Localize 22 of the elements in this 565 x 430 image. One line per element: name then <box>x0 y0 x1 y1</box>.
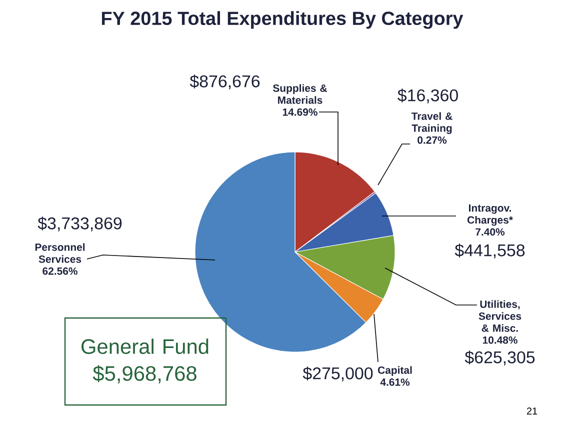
slice-label: Travel & Training <box>411 112 452 134</box>
text: General Fund <box>82 338 208 354</box>
slice-label: Intragov. Charges* <box>467 204 513 226</box>
text: 21 <box>526 408 538 414</box>
text: 4.61% <box>380 378 410 386</box>
text: 62.56% <box>42 267 78 275</box>
data-label: $876,676 <box>190 74 260 90</box>
text: 0.27% <box>418 136 447 144</box>
slice-label: Capital <box>378 366 412 376</box>
data-label: $16,360 <box>398 88 458 104</box>
slice-label: Personnel Services <box>35 243 85 263</box>
text: $5,968,768 <box>92 365 196 384</box>
data-label: $441,558 <box>454 244 525 258</box>
text: 7.40% <box>476 228 505 236</box>
slice-label: Utilities, Services & Misc. <box>478 300 522 332</box>
data-label: $3,733,869 <box>38 216 122 232</box>
text: 10.48% <box>482 336 518 344</box>
data-label: $625,305 <box>464 350 535 366</box>
slice-label: Supplies & Materials <box>272 84 327 104</box>
data-label: $275,000 <box>302 366 373 382</box>
chart-title: FY 2015 Total Expenditures By Category <box>102 11 464 29</box>
text: 14.69% <box>282 108 318 116</box>
